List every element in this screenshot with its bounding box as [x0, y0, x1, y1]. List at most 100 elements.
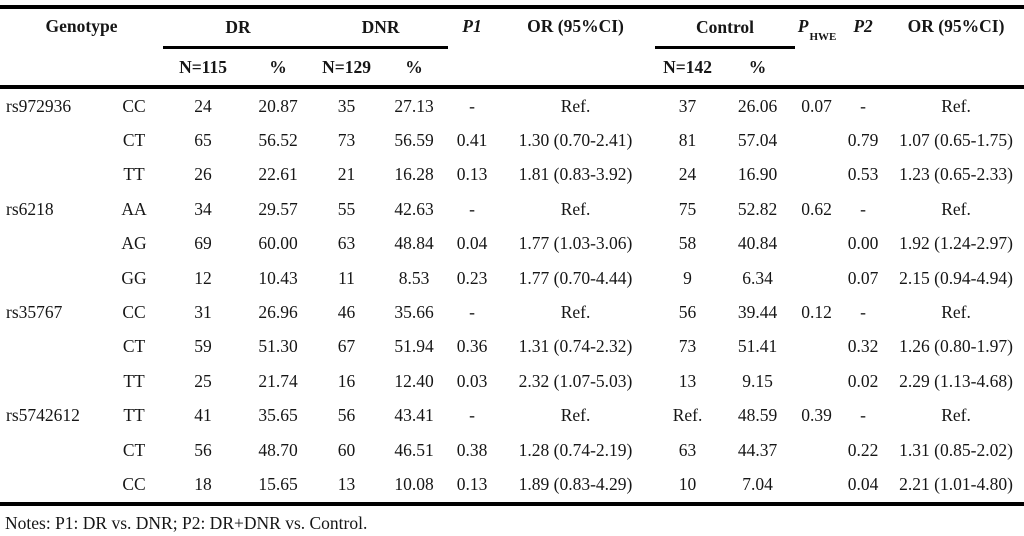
dr-n-cell: 41: [194, 405, 212, 426]
p-hwe-cell: [795, 364, 838, 398]
dr-percent-cell: 35.65: [258, 405, 298, 426]
header-p-hwe: PHWE: [795, 7, 839, 89]
p-hwe-cell: [795, 330, 838, 364]
control-percent-cell: 57.04: [737, 130, 778, 151]
snp-cell: [0, 123, 105, 157]
control-percent-cell: 51.41: [737, 336, 778, 357]
or-vs-control-cell: Ref.: [941, 95, 971, 116]
or-vs-control-cell: Ref.: [941, 302, 971, 323]
genotype-cell: CT: [122, 130, 146, 151]
or-vs-control-cell: 1.92 (1.24-2.97): [899, 233, 1013, 254]
dnr-n-cell: 55: [337, 198, 356, 219]
table-row: CT 59 51.30 67 51.94 0.36 1.31 (0.74-2.3…: [0, 330, 1024, 364]
dnr-percent-cell: 48.84: [394, 233, 434, 254]
or-dr-vs-dnr-cell: Ref.: [560, 302, 591, 323]
header-p1: P1: [448, 7, 497, 89]
dr-percent-cell: 21.74: [258, 370, 298, 391]
control-percent-cell: 16.90: [737, 164, 778, 185]
p-hwe-cell: 0.07: [801, 95, 832, 116]
dr-percent-cell: 51.30: [258, 336, 298, 357]
control-n-cell: 75: [678, 198, 697, 219]
p2-cell: 0.00: [847, 233, 879, 254]
snp-cell: rs35767: [6, 302, 63, 323]
header-group-dnr: DNR: [313, 7, 449, 49]
table-row: CT 65 56.52 73 56.59 0.41 1.30 (0.70-2.4…: [0, 123, 1024, 157]
dr-n-cell: 34: [194, 198, 212, 219]
or-dr-vs-dnr-cell: 2.32 (1.07-5.03): [518, 370, 633, 391]
p1-cell: 0.04: [456, 233, 488, 254]
p1-cell: -: [469, 302, 475, 323]
dnr-percent-cell: 27.13: [394, 95, 434, 116]
p2-cell: 0.53: [847, 164, 879, 185]
snp-cell: [0, 467, 105, 506]
control-percent-cell: 48.59: [737, 405, 778, 426]
p2-cell: 0.22: [847, 439, 879, 460]
dnr-percent-cell: 35.66: [394, 302, 434, 323]
genotype-cell: CC: [122, 95, 146, 116]
control-percent-cell: 44.37: [737, 439, 778, 460]
header-control-percent: %: [720, 47, 796, 89]
p-hwe-cell: [795, 433, 838, 467]
p-hwe-cell: 0.12: [801, 302, 832, 323]
p1-cell: 0.36: [456, 336, 488, 357]
p2-cell: -: [860, 198, 866, 219]
p1-cell: 0.23: [456, 267, 488, 288]
header-or-dr-vs-dnr: OR (95%CI): [496, 7, 656, 89]
dnr-n-cell: 35: [337, 95, 356, 116]
dnr-percent-cell: 51.94: [394, 336, 434, 357]
control-percent-cell: 9.15: [742, 370, 773, 391]
control-n-cell: Ref.: [672, 405, 703, 426]
p-hwe-cell: [795, 227, 838, 261]
dr-n-cell: 31: [194, 302, 212, 323]
dnr-percent-cell: 43.41: [394, 405, 434, 426]
genotype-cell: CT: [122, 336, 146, 357]
p1-cell: 0.13: [448, 467, 497, 506]
or-vs-control-cell: 1.31 (0.85-2.02): [899, 439, 1013, 460]
dr-n-cell: 24: [194, 95, 212, 116]
table-row: TT 25 21.74 16 12.40 0.03 2.32 (1.07-5.0…: [0, 364, 1024, 398]
dnr-percent-cell: 12.40: [394, 370, 434, 391]
snp-cell: rs6218: [6, 198, 54, 219]
or-dr-vs-dnr-cell: 1.81 (0.83-3.92): [518, 164, 633, 185]
dnr-n-cell: 21: [337, 164, 356, 185]
dnr-percent-cell: 16.28: [394, 164, 434, 185]
p1-cell: -: [469, 198, 475, 219]
dr-n-cell: 25: [194, 370, 212, 391]
genotype-cell: GG: [121, 267, 147, 288]
p1-cell: -: [469, 95, 475, 116]
p1-cell: 0.03: [456, 370, 488, 391]
dr-percent-cell: 22.61: [258, 164, 298, 185]
control-percent-cell: 26.06: [737, 95, 778, 116]
dr-percent-cell: 20.87: [258, 95, 298, 116]
p-hwe-cell: [795, 158, 838, 192]
genotype-cell: CC: [105, 467, 164, 506]
genotype-cell: CT: [122, 439, 146, 460]
dr-n-cell: 69: [194, 233, 212, 254]
or-dr-vs-dnr-cell: 1.89 (0.83-4.29): [496, 467, 656, 506]
control-n-cell: 81: [678, 130, 697, 151]
snp-cell: [0, 364, 105, 398]
snp-cell: rs972936: [6, 95, 72, 116]
dr-n-cell: 56: [194, 439, 212, 460]
dnr-n-cell: 56: [337, 405, 356, 426]
dnr-n-cell: 46: [337, 302, 356, 323]
control-n-cell: 13: [678, 370, 697, 391]
genotype-cell: TT: [123, 405, 145, 426]
dr-percent-cell: 10.43: [258, 267, 298, 288]
p1-cell: 0.38: [456, 439, 488, 460]
dnr-n-cell: 67: [337, 336, 356, 357]
p2-cell: -: [860, 95, 866, 116]
or-vs-control-cell: 1.07 (0.65-1.75): [899, 130, 1013, 151]
p-hwe-symbol: P: [797, 16, 809, 36]
header-p2: P2: [838, 7, 889, 89]
p2-cell: 0.04: [838, 467, 889, 506]
dr-n-cell: 12: [194, 267, 212, 288]
genotype-cell: CC: [122, 302, 146, 323]
header-or-vs-control: OR (95%CI): [888, 7, 1024, 89]
or-dr-vs-dnr-cell: 1.77 (1.03-3.06): [518, 233, 633, 254]
p-hwe-cell: [795, 467, 839, 506]
dr-percent-cell: 26.96: [258, 302, 298, 323]
dnr-n-cell: 16: [337, 370, 356, 391]
or-vs-control-cell: 2.15 (0.94-4.94): [899, 267, 1013, 288]
